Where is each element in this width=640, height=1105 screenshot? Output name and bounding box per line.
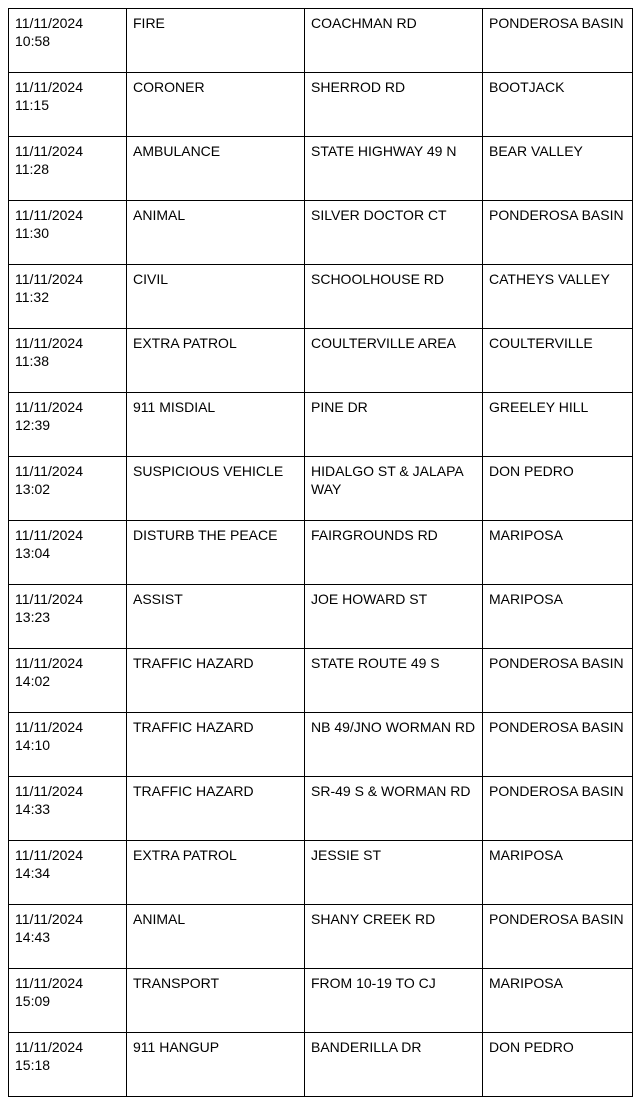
cell-incident-type: AMBULANCE (127, 137, 305, 201)
cell-datetime: 11/11/2024 14:34 (9, 841, 127, 905)
cell-location: JOE HOWARD ST (305, 585, 483, 649)
cell-location: PINE DR (305, 393, 483, 457)
table-row: 11/11/2024 11:28AMBULANCESTATE HIGHWAY 4… (9, 137, 633, 201)
cell-incident-type: FIRE (127, 9, 305, 73)
cell-location: STATE HIGHWAY 49 N (305, 137, 483, 201)
cell-location: COACHMAN RD (305, 9, 483, 73)
cell-datetime: 11/11/2024 14:43 (9, 905, 127, 969)
cell-area: PONDEROSA BASIN (483, 201, 633, 265)
cell-area: PONDEROSA BASIN (483, 649, 633, 713)
cell-area: PONDEROSA BASIN (483, 777, 633, 841)
cell-area: DON PEDRO (483, 457, 633, 521)
cell-area: GREELEY HILL (483, 393, 633, 457)
cell-location: NB 49/JNO WORMAN RD (305, 713, 483, 777)
cell-datetime: 11/11/2024 15:18 (9, 1033, 127, 1097)
table-row: 11/11/2024 11:15CORONERSHERROD RDBOOTJAC… (9, 73, 633, 137)
cell-location: SILVER DOCTOR CT (305, 201, 483, 265)
table-row: 11/11/2024 14:33TRAFFIC HAZARDSR-49 S & … (9, 777, 633, 841)
cell-incident-type: EXTRA PATROL (127, 329, 305, 393)
table-row: 11/11/2024 12:39911 MISDIALPINE DRGREELE… (9, 393, 633, 457)
cell-datetime: 11/11/2024 13:23 (9, 585, 127, 649)
table-row: 11/11/2024 11:30ANIMALSILVER DOCTOR CTPO… (9, 201, 633, 265)
cell-incident-type: 911 MISDIAL (127, 393, 305, 457)
cell-area: PONDEROSA BASIN (483, 713, 633, 777)
cell-incident-type: EXTRA PATROL (127, 841, 305, 905)
incident-log-table: 11/11/2024 10:58FIRECOACHMAN RDPONDEROSA… (8, 8, 633, 1097)
cell-area: PONDEROSA BASIN (483, 905, 633, 969)
table-row: 11/11/2024 14:43ANIMALSHANY CREEK RDPOND… (9, 905, 633, 969)
cell-location: SHERROD RD (305, 73, 483, 137)
table-row: 11/11/2024 13:02SUSPICIOUS VEHICLEHIDALG… (9, 457, 633, 521)
cell-datetime: 11/11/2024 11:38 (9, 329, 127, 393)
cell-area: PONDEROSA BASIN (483, 9, 633, 73)
cell-incident-type: CORONER (127, 73, 305, 137)
cell-datetime: 11/11/2024 14:33 (9, 777, 127, 841)
cell-datetime: 11/11/2024 15:09 (9, 969, 127, 1033)
cell-location: SR-49 S & WORMAN RD (305, 777, 483, 841)
table-row: 11/11/2024 15:18911 HANGUPBANDERILLA DRD… (9, 1033, 633, 1097)
cell-incident-type: TRANSPORT (127, 969, 305, 1033)
cell-location: SHANY CREEK RD (305, 905, 483, 969)
table-row: 11/11/2024 13:04DISTURB THE PEACEFAIRGRO… (9, 521, 633, 585)
cell-incident-type: DISTURB THE PEACE (127, 521, 305, 585)
cell-area: DON PEDRO (483, 1033, 633, 1097)
cell-location: FROM 10-19 TO CJ (305, 969, 483, 1033)
table-row: 11/11/2024 14:10TRAFFIC HAZARDNB 49/JNO … (9, 713, 633, 777)
cell-incident-type: ANIMAL (127, 905, 305, 969)
cell-area: CATHEYS VALLEY (483, 265, 633, 329)
table-row: 11/11/2024 11:38EXTRA PATROLCOULTERVILLE… (9, 329, 633, 393)
cell-location: SCHOOLHOUSE RD (305, 265, 483, 329)
cell-area: BEAR VALLEY (483, 137, 633, 201)
cell-incident-type: TRAFFIC HAZARD (127, 649, 305, 713)
cell-datetime: 11/11/2024 11:30 (9, 201, 127, 265)
cell-location: BANDERILLA DR (305, 1033, 483, 1097)
cell-datetime: 11/11/2024 14:02 (9, 649, 127, 713)
cell-location: FAIRGROUNDS RD (305, 521, 483, 585)
cell-area: COULTERVILLE (483, 329, 633, 393)
table-row: 11/11/2024 10:58FIRECOACHMAN RDPONDEROSA… (9, 9, 633, 73)
cell-location: COULTERVILLE AREA (305, 329, 483, 393)
table-row: 11/11/2024 14:34EXTRA PATROLJESSIE STMAR… (9, 841, 633, 905)
cell-location: HIDALGO ST & JALAPA WAY (305, 457, 483, 521)
cell-incident-type: TRAFFIC HAZARD (127, 777, 305, 841)
cell-location: STATE ROUTE 49 S (305, 649, 483, 713)
cell-area: MARIPOSA (483, 585, 633, 649)
table-row: 11/11/2024 13:23ASSISTJOE HOWARD STMARIP… (9, 585, 633, 649)
cell-area: MARIPOSA (483, 841, 633, 905)
cell-incident-type: ANIMAL (127, 201, 305, 265)
cell-datetime: 11/11/2024 13:04 (9, 521, 127, 585)
cell-incident-type: TRAFFIC HAZARD (127, 713, 305, 777)
cell-datetime: 11/11/2024 12:39 (9, 393, 127, 457)
cell-incident-type: 911 HANGUP (127, 1033, 305, 1097)
table-row: 11/11/2024 11:32CIVILSCHOOLHOUSE RDCATHE… (9, 265, 633, 329)
cell-datetime: 11/11/2024 11:28 (9, 137, 127, 201)
cell-incident-type: SUSPICIOUS VEHICLE (127, 457, 305, 521)
cell-area: BOOTJACK (483, 73, 633, 137)
table-row: 11/11/2024 14:02TRAFFIC HAZARDSTATE ROUT… (9, 649, 633, 713)
cell-incident-type: CIVIL (127, 265, 305, 329)
cell-datetime: 11/11/2024 10:58 (9, 9, 127, 73)
cell-datetime: 11/11/2024 13:02 (9, 457, 127, 521)
cell-location: JESSIE ST (305, 841, 483, 905)
cell-incident-type: ASSIST (127, 585, 305, 649)
cell-datetime: 11/11/2024 14:10 (9, 713, 127, 777)
table-row: 11/11/2024 15:09TRANSPORTFROM 10-19 TO C… (9, 969, 633, 1033)
cell-area: MARIPOSA (483, 521, 633, 585)
cell-datetime: 11/11/2024 11:32 (9, 265, 127, 329)
cell-datetime: 11/11/2024 11:15 (9, 73, 127, 137)
cell-area: MARIPOSA (483, 969, 633, 1033)
